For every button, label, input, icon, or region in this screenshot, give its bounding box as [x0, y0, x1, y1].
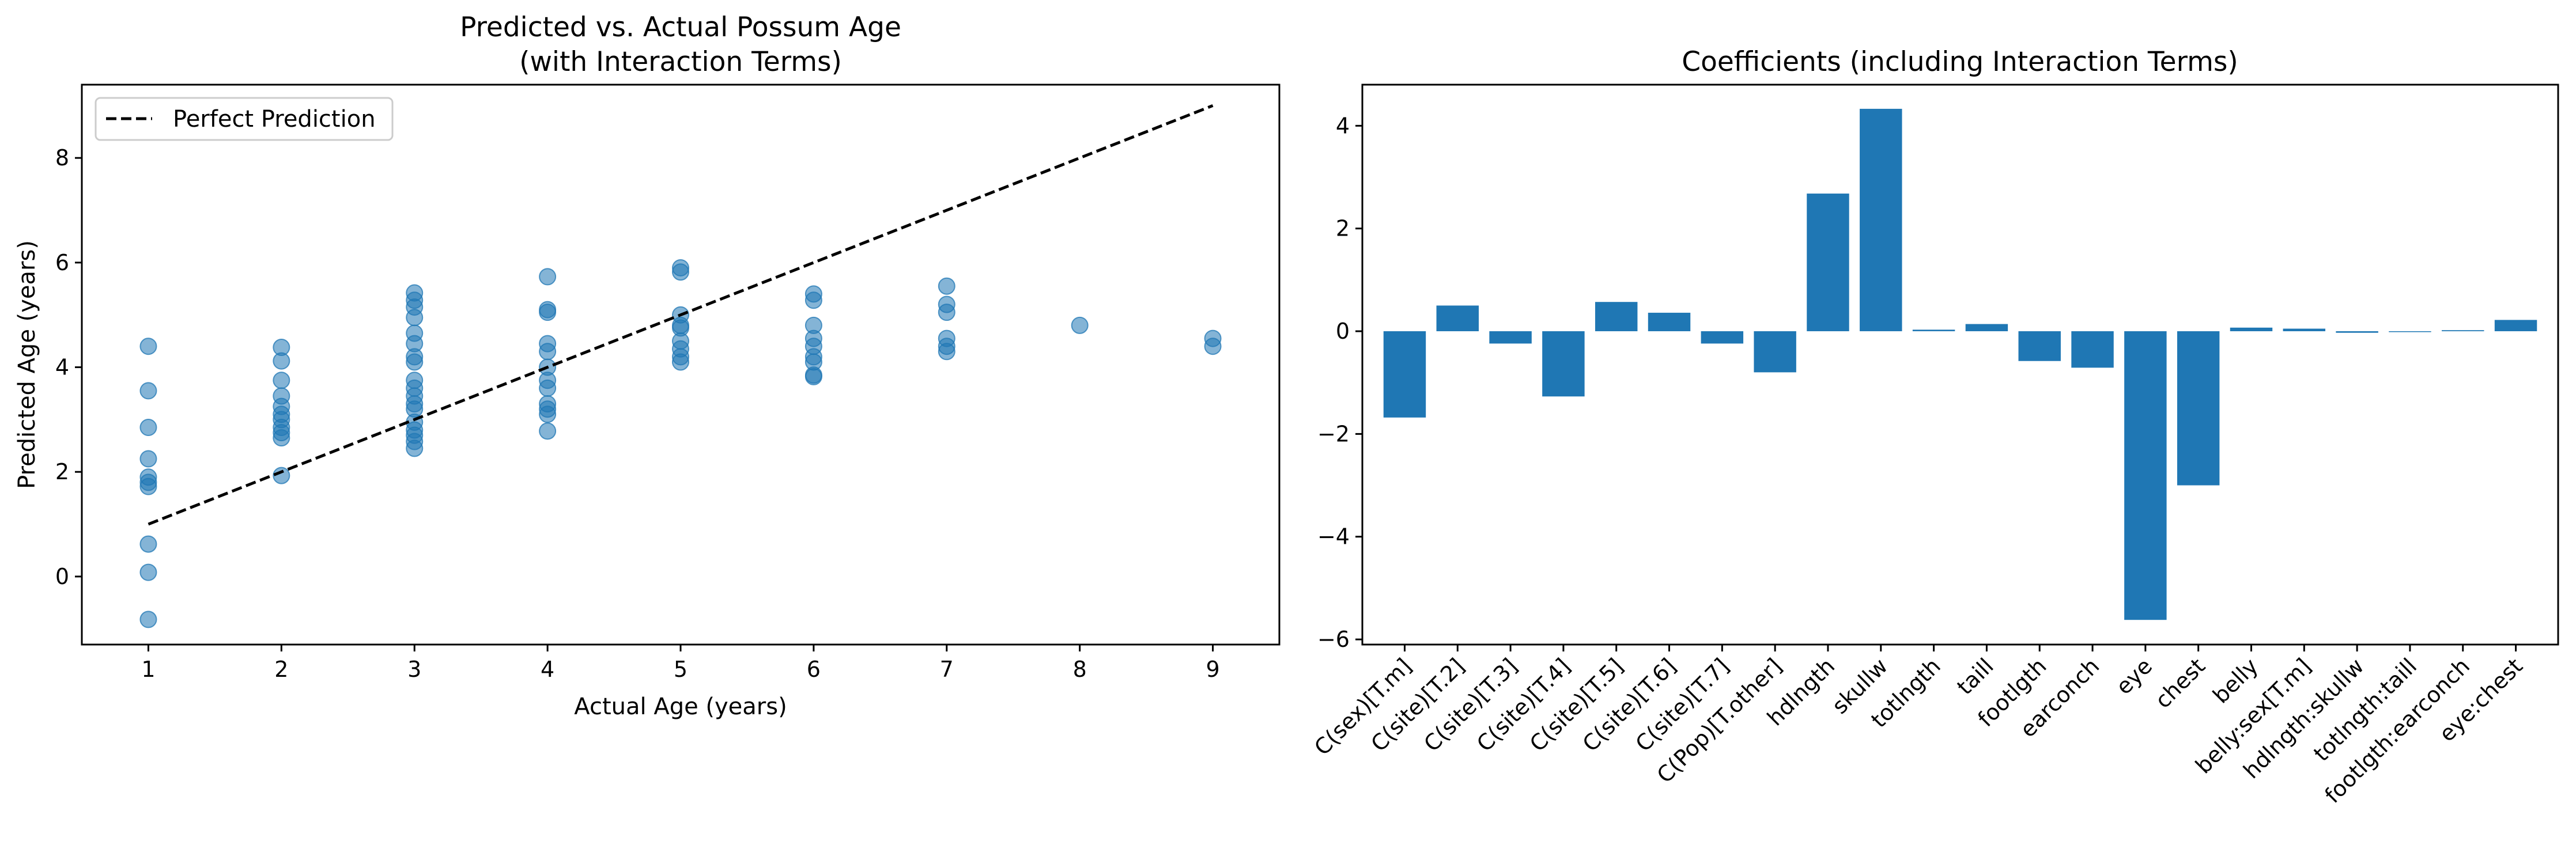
coefficient-bar	[1542, 331, 1585, 397]
scatter-point	[539, 379, 557, 397]
scatter-y-tick-label: 0	[55, 564, 69, 589]
scatter-x-tick-label: 5	[674, 657, 688, 682]
scatter-point	[672, 353, 689, 371]
scatter-x-axis-label: Actual Age (years)	[574, 694, 787, 720]
scatter-x-tick-label: 4	[541, 657, 554, 682]
scatter-y-tick-label: 2	[55, 459, 69, 484]
bar-y-tick-label: 2	[1336, 216, 1350, 241]
coefficient-bar	[1383, 331, 1426, 418]
scatter-point	[539, 422, 557, 440]
coefficient-bar	[2124, 331, 2167, 620]
scatter-x-tick-label: 9	[1206, 657, 1219, 682]
scatter-y-tick-label: 8	[55, 145, 69, 170]
coefficient-bar	[2442, 330, 2484, 332]
coefficient-bar	[2177, 331, 2220, 486]
coefficient-bar	[2494, 320, 2537, 332]
scatter-point	[406, 353, 424, 371]
bar-x-tick-label: chest	[2150, 653, 2210, 713]
bar-y-tick-label: −2	[1317, 421, 1350, 446]
coefficient-bar	[1648, 312, 1691, 332]
coefficient-bar	[1436, 305, 1479, 332]
scatter-points	[139, 259, 1222, 628]
coefficient-bar	[1912, 329, 1955, 332]
scatter-x-tick-label: 8	[1073, 657, 1087, 682]
coefficient-bar	[1965, 324, 2008, 332]
coefficient-bar	[2336, 331, 2378, 333]
scatter-point	[406, 439, 424, 457]
scatter-point	[139, 419, 157, 437]
scatter-y-tick-label: 6	[55, 250, 69, 275]
bar-y-tick-label: 4	[1336, 113, 1350, 138]
scatter-point	[1204, 338, 1222, 355]
scatter-point	[539, 343, 557, 361]
bar-y-tick-label: 0	[1336, 319, 1350, 344]
scatter-x-tick-label: 2	[274, 657, 288, 682]
legend-box	[95, 97, 394, 141]
scatter-point	[139, 338, 157, 355]
scatter-point	[539, 268, 557, 286]
scatter-point	[672, 263, 689, 281]
scatter-point	[804, 291, 822, 309]
scatter-x-tick-label: 7	[940, 657, 954, 682]
scatter-point	[539, 304, 557, 321]
bar-y-tick-label: −4	[1317, 524, 1350, 550]
scatter-point	[273, 352, 290, 370]
scatter-x-tick-label: 6	[807, 657, 821, 682]
scatter-ticks: 1 2 3 4 5 6 7 8 9 0 2 4 6 8	[55, 145, 1220, 682]
scatter-point	[139, 611, 157, 628]
scatter-point	[273, 467, 290, 484]
scatter-title: Predicted vs. Actual Possum Age	[460, 12, 901, 43]
coefficient-bar	[2283, 328, 2326, 332]
bar-x-tick-label: eye	[2111, 653, 2157, 699]
scatter-point	[139, 450, 157, 468]
scatter-point	[804, 367, 822, 385]
scatter-subtitle: (with Interaction Terms)	[519, 46, 842, 78]
scatter-point	[938, 304, 955, 321]
scatter-point	[139, 382, 157, 400]
scatter-point	[139, 563, 157, 581]
scatter-point	[938, 277, 955, 295]
legend-entry-perfect-prediction: Perfect Prediction	[173, 106, 376, 132]
coefficient-bar	[1595, 302, 1638, 332]
scatter-point	[938, 343, 955, 361]
bar-bars	[1383, 108, 2537, 620]
bar-panel: Coefficients (including Interaction Term…	[1309, 46, 2559, 808]
scatter-point	[406, 309, 424, 327]
coefficient-bar	[2230, 327, 2273, 332]
coefficient-bar	[1754, 331, 1796, 373]
scatter-point	[273, 372, 290, 389]
coefficient-bar	[1489, 331, 1532, 344]
coefficient-bar	[2389, 331, 2431, 332]
bar-x-tick-label: taill	[1952, 653, 1999, 700]
bar-axes-frame	[1361, 84, 2559, 646]
coefficient-bar	[2071, 331, 2114, 368]
perfect-prediction-line	[148, 104, 1214, 526]
coefficient-bar	[1807, 194, 1849, 332]
coefficient-bar	[1860, 108, 1902, 332]
bar-title: Coefficients (including Interaction Term…	[1682, 46, 2238, 78]
scatter-axes-frame	[81, 84, 1281, 646]
scatter-point	[273, 429, 290, 447]
coefficient-bar	[2018, 331, 2061, 361]
scatter-y-axis-label: Predicted Age (years)	[14, 240, 40, 489]
coefficient-bar	[1701, 331, 1744, 344]
scatter-point	[139, 535, 157, 553]
scatter-point	[139, 478, 157, 495]
scatter-point	[1071, 316, 1089, 334]
scatter-point	[539, 406, 557, 423]
scatter-legend: Perfect Prediction	[95, 97, 394, 141]
bar-y-tick-label: −6	[1317, 627, 1350, 652]
scatter-x-tick-label: 1	[141, 657, 155, 682]
scatter-panel: Predicted vs. Actual Possum Age (with In…	[14, 12, 1281, 720]
scatter-x-tick-label: 3	[407, 657, 421, 682]
bar-ticks: −6−4−2024C(sex)[T.m]C(site)[T.2]C(site)[…	[1309, 113, 2528, 808]
scatter-y-tick-label: 4	[55, 355, 69, 380]
